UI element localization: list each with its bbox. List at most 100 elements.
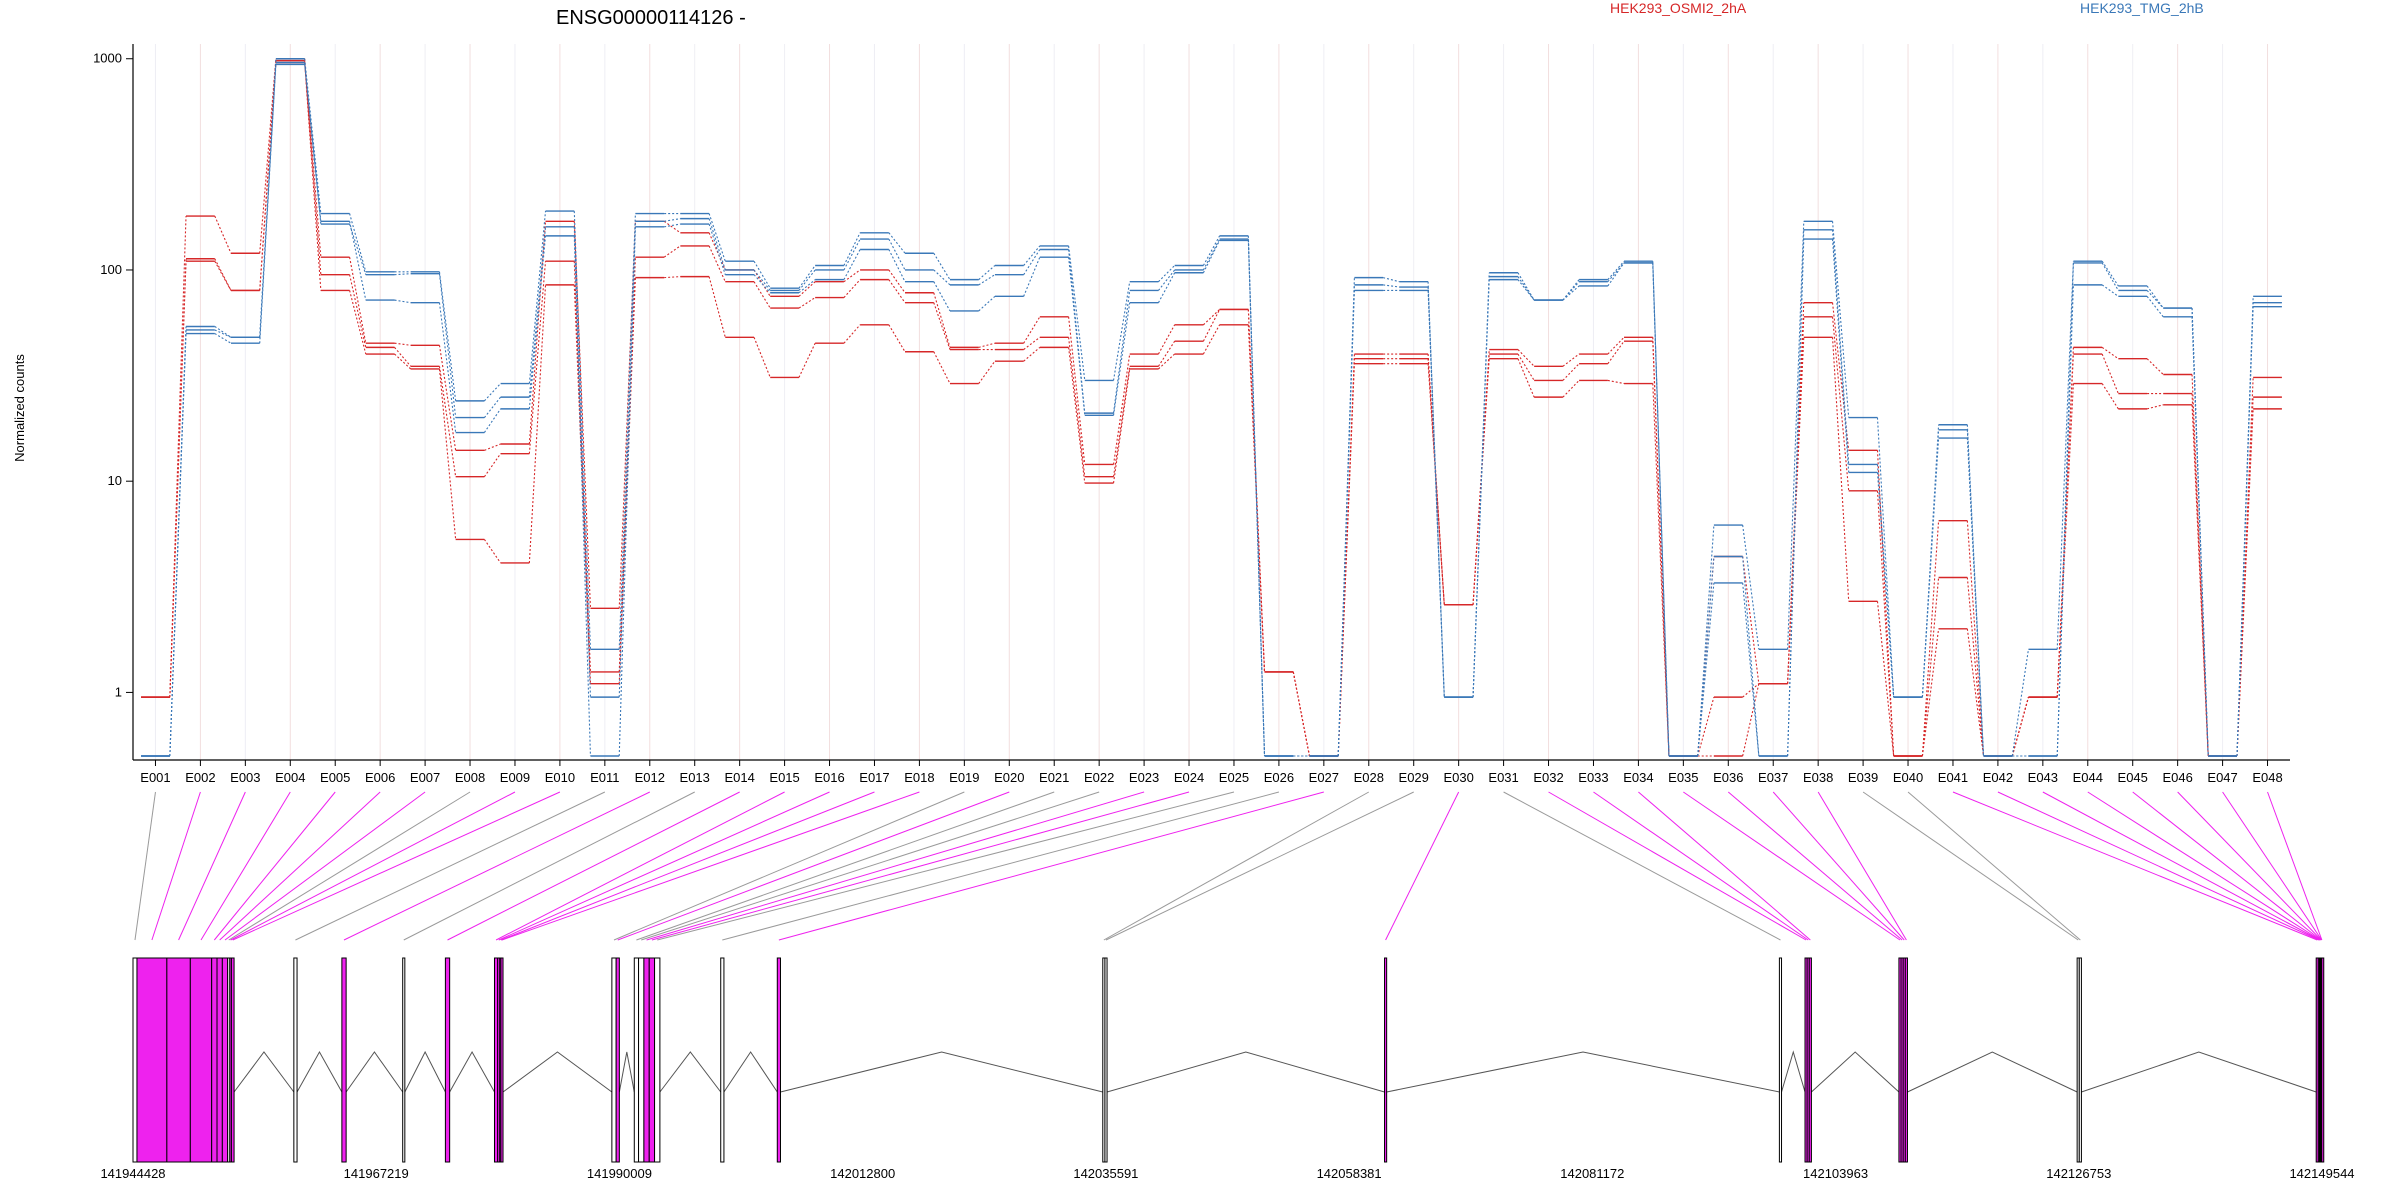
x-tick-labels: E001 E002 E003 E004 E005 E006 E007 E008 E009 E010… (140, 760, 2283, 785)
x-tick-label-e037: E037 (1758, 770, 1788, 785)
series-0-link-e003 (259, 58, 277, 254)
series-1-link-e021 (1068, 337, 1086, 477)
series-1-link-e017 (888, 279, 906, 304)
series-4-link-e008 (483, 396, 502, 418)
x-tick-label-e016: E016 (814, 770, 844, 785)
x-tick-label-e038: E038 (1803, 770, 1833, 785)
connector-e039 (1862, 791, 2079, 941)
series-4-link-e018 (933, 269, 951, 286)
exon-block-e011 (293, 957, 298, 1163)
series-4-link-e007 (438, 273, 457, 418)
series-1-link-e031 (1517, 353, 1535, 381)
series-2-link-e034 (1652, 383, 1670, 757)
series-2-link-e021 (1068, 347, 1086, 484)
series-3-link-e014 (753, 260, 771, 289)
series-2-link-e005 (349, 290, 367, 355)
x-tick-label-e046: E046 (2162, 770, 2192, 785)
series-5-link-e023 (1157, 272, 1176, 303)
series-5-link-e038 (1831, 239, 1850, 473)
coordinate-label: 141990009 (587, 1166, 652, 1181)
series-3-link-e017 (888, 232, 906, 254)
y-tick-label: 1000 (93, 51, 122, 66)
series-1-link-e039 (1876, 490, 1895, 757)
series-1-link-e013 (708, 245, 726, 282)
intron-e027 (780, 1051, 1103, 1093)
series-5-link-e008 (483, 408, 502, 433)
series-0-link-e024 (1203, 309, 1220, 326)
exon-block-e034 (1808, 957, 1812, 1163)
series-4-link-e014 (753, 269, 771, 291)
exon-block-e018 (500, 957, 504, 1163)
series-3-link-e013 (708, 213, 726, 262)
x-tick-label-e047: E047 (2207, 770, 2237, 785)
connector-e015 (495, 791, 785, 941)
series-3-link-e039 (1876, 417, 1895, 698)
series-1-link-e018 (933, 302, 951, 350)
connector-e027 (778, 791, 1324, 941)
intron-e040 (2081, 1051, 2317, 1093)
x-tick-label-e045: E045 (2118, 770, 2148, 785)
series-0-link-e019 (978, 342, 996, 348)
series-1-link-e002 (214, 260, 232, 291)
y-tick-label: 10 (108, 473, 122, 488)
intron-e029 (1106, 1051, 1385, 1093)
series-4-link-e044 (2101, 262, 2119, 291)
series-3-link-e024 (1202, 235, 1221, 266)
plot-axes: 1 10 100 1000 (93, 44, 2290, 761)
series-2-link-e007 (438, 368, 457, 540)
intron-e010 (233, 1051, 295, 1093)
series-1-link-e025 (1247, 309, 1266, 672)
exon-block-e010 (230, 957, 235, 1163)
series-5-link-e009 (528, 235, 547, 409)
x-tick-label-e021: E021 (1039, 770, 1069, 785)
series-3-link-e011 (618, 213, 636, 650)
series-1-link-e033 (1607, 340, 1625, 365)
intron-e038 (1907, 1051, 2078, 1093)
series-2-link-e013 (708, 276, 726, 338)
exon-block-e024 (648, 957, 656, 1163)
series-3-link-e044 (2101, 260, 2119, 287)
series-2-link-e024 (1202, 324, 1221, 355)
series-0-link-e012 (663, 220, 681, 234)
connector-e017 (500, 791, 875, 941)
series-5-link-e025 (1247, 240, 1266, 757)
coordinate-label: 142081172 (1560, 1166, 1624, 1181)
connector-e046 (2177, 791, 2322, 941)
series-0-link-e020 (1023, 316, 1041, 344)
series-1-link-e014 (753, 281, 771, 309)
connector-e047 (2222, 791, 2323, 941)
x-tick-label-e031: E031 (1488, 770, 1518, 785)
series-2-link-e018 (933, 351, 951, 384)
series-2-link-e014 (753, 337, 771, 378)
x-tick-label-e017: E017 (859, 770, 889, 785)
x-tick-label-e027: E027 (1309, 770, 1339, 785)
series-3-link-e042 (2011, 649, 2030, 757)
series-4-link-e022 (1112, 290, 1131, 414)
series-0-link-e009 (528, 221, 547, 445)
exon-block-e022 (638, 957, 645, 1163)
series-0-link-e044 (2101, 346, 2119, 360)
series-1-link-e023 (1158, 340, 1176, 367)
series-4-link-e002 (214, 329, 232, 338)
series-0-link-e010 (573, 221, 592, 609)
exon-block-e027 (776, 957, 781, 1163)
exon-block-e038 (1904, 957, 1908, 1163)
series-0-link-e040 (1921, 520, 1940, 757)
x-tick-label-e040: E040 (1893, 770, 1923, 785)
series-5 (141, 63, 2282, 757)
series-5-link-e012 (664, 223, 681, 228)
connector-e013 (403, 791, 695, 941)
x-tick-label-e036: E036 (1713, 770, 1743, 785)
series-4-link-e038 (1831, 229, 1850, 465)
exon-block-e004 (189, 957, 213, 1163)
connector-e018 (501, 791, 920, 941)
series-2-link-e032 (1562, 380, 1580, 398)
intron-e014 (449, 1050, 495, 1093)
connector-e003 (178, 791, 246, 941)
x-tick-label-e010: E010 (545, 770, 575, 785)
series-3-link-e019 (978, 265, 996, 281)
coordinate-label: 142149544 (2289, 1166, 2354, 1181)
series-2-link-e045 (2146, 404, 2164, 410)
connector-e006 (219, 791, 381, 941)
series-5-link-e014 (753, 274, 771, 294)
